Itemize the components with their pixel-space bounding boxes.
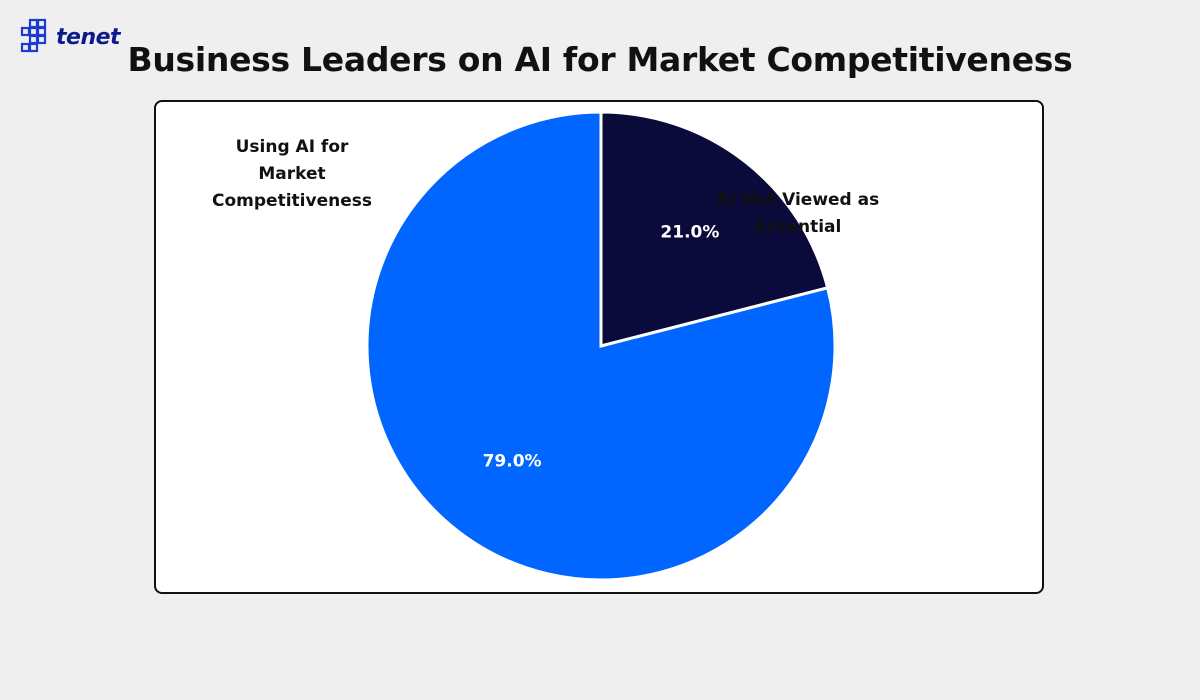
pie-chart: 21.0% AI Not Viewed as Essential 79.0% Using… xyxy=(212,110,879,582)
logo-square xyxy=(28,26,39,37)
slice-category-label-line: AI Not Viewed as xyxy=(717,190,879,210)
chart-card: 21.0% AI Not Viewed as Essential 79.0% Using… xyxy=(154,100,1044,594)
slice-category-label: Using AI for Market Competitiveness xyxy=(212,137,372,211)
logo-square xyxy=(36,34,47,45)
pie-slice xyxy=(599,110,830,348)
slice-value-label: 21.0% xyxy=(660,222,719,242)
slice-category-label-line: Using AI for xyxy=(236,137,349,157)
slice-value-label: 79.0% xyxy=(483,452,542,472)
logo-square xyxy=(28,18,39,29)
brand-name: tenet xyxy=(56,24,121,50)
logo-square xyxy=(36,26,47,37)
logo-square xyxy=(28,42,39,53)
slice-category-label-line: Competitiveness xyxy=(212,191,372,211)
pie-slice xyxy=(365,110,837,582)
slice-category-label: AI Not Viewed as Essential xyxy=(717,190,879,237)
slice-category-label-line: Market xyxy=(258,164,325,184)
tenet-logo-icon xyxy=(20,18,47,53)
slice-category-label-line: Essential xyxy=(755,217,842,237)
logo-square xyxy=(36,18,47,29)
chart-title: Business Leaders on AI for Market Compet… xyxy=(127,40,1073,79)
brand-logo: tenet xyxy=(20,18,121,56)
logo-square xyxy=(20,26,31,37)
